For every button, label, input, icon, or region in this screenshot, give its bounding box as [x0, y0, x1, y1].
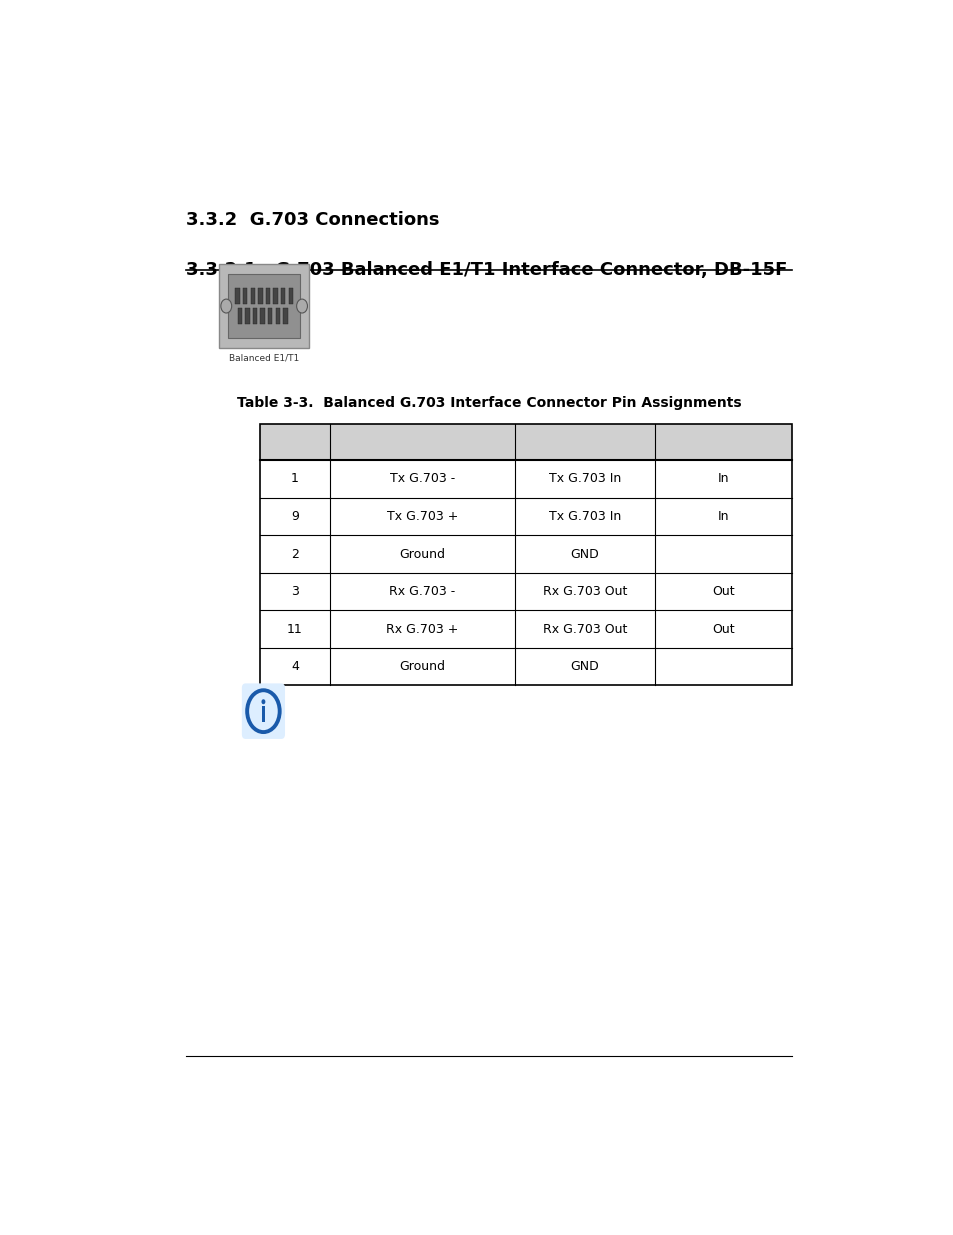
Bar — [219, 264, 309, 348]
Bar — [235, 288, 239, 304]
Text: 1: 1 — [291, 473, 298, 485]
Text: Tx G.703 In: Tx G.703 In — [548, 473, 620, 485]
Text: 3: 3 — [291, 585, 298, 598]
Bar — [280, 288, 285, 304]
Text: Rx G.703 Out: Rx G.703 Out — [542, 585, 626, 598]
Circle shape — [261, 699, 265, 704]
Bar — [275, 308, 280, 325]
Text: 11: 11 — [287, 622, 302, 636]
Bar — [258, 288, 262, 304]
Text: Out: Out — [712, 585, 734, 598]
Bar — [253, 308, 257, 325]
Bar — [245, 308, 250, 325]
Circle shape — [296, 299, 307, 312]
Circle shape — [221, 299, 232, 312]
Text: Table 3-3.  Balanced G.703 Interface Connector Pin Assignments: Table 3-3. Balanced G.703 Interface Conn… — [236, 395, 740, 410]
Text: Rx G.703 Out: Rx G.703 Out — [542, 622, 626, 636]
Text: In: In — [718, 473, 729, 485]
Text: In: In — [718, 510, 729, 522]
Text: Out: Out — [712, 622, 734, 636]
Text: Tx G.703 In: Tx G.703 In — [548, 510, 620, 522]
Bar — [268, 308, 273, 325]
Bar — [237, 308, 242, 325]
Bar — [228, 274, 300, 338]
Bar — [243, 288, 247, 304]
Text: Tx G.703 +: Tx G.703 + — [386, 510, 457, 522]
Bar — [259, 424, 791, 685]
Text: GND: GND — [570, 661, 598, 673]
Text: Ground: Ground — [399, 661, 445, 673]
Text: Ground: Ground — [399, 547, 445, 561]
Text: 9: 9 — [291, 510, 298, 522]
Text: 3.3.2  G.703 Connections: 3.3.2 G.703 Connections — [186, 211, 438, 228]
Bar — [261, 706, 265, 722]
Bar — [259, 424, 791, 461]
Text: Rx G.703 -: Rx G.703 - — [389, 585, 455, 598]
Text: 4: 4 — [291, 661, 298, 673]
Text: 3.3.2.1   G.703 Balanced E1/T1 Interface Connector, DB-15F: 3.3.2.1 G.703 Balanced E1/T1 Interface C… — [186, 262, 786, 279]
Bar — [273, 288, 277, 304]
Bar — [251, 288, 254, 304]
Bar — [283, 308, 288, 325]
Bar — [288, 288, 293, 304]
Bar — [266, 288, 270, 304]
Text: Tx G.703 -: Tx G.703 - — [390, 473, 455, 485]
Bar — [260, 308, 265, 325]
FancyBboxPatch shape — [241, 683, 285, 739]
Text: 2: 2 — [291, 547, 298, 561]
Text: GND: GND — [570, 547, 598, 561]
Text: Rx G.703 +: Rx G.703 + — [386, 622, 458, 636]
Text: Balanced E1/T1: Balanced E1/T1 — [229, 353, 299, 363]
